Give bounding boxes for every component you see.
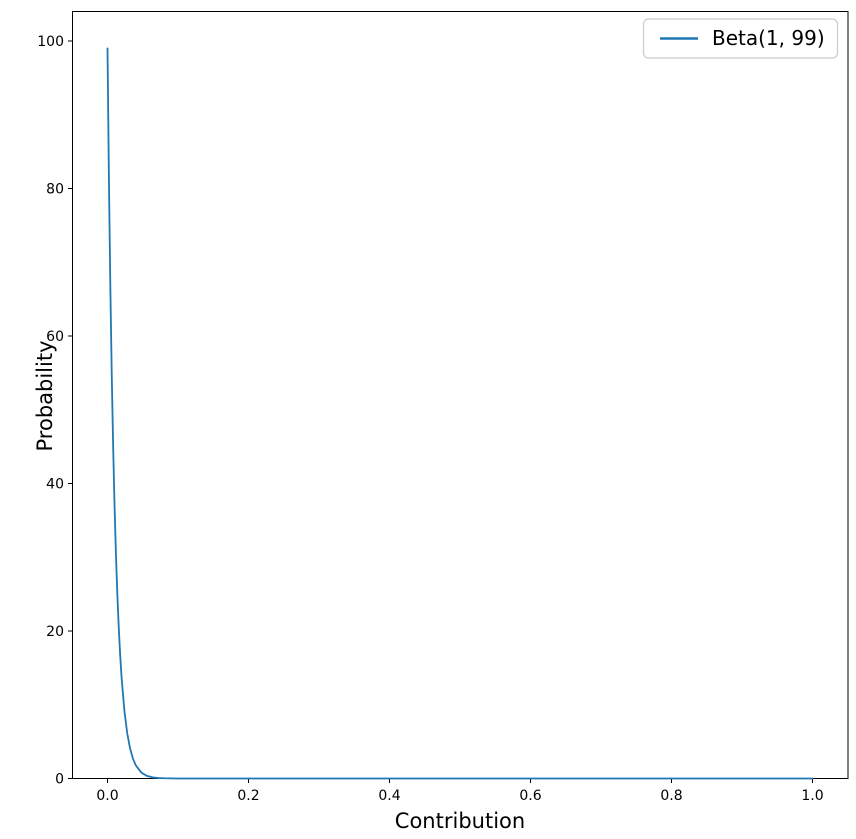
- x-tick-label: 0.0: [96, 788, 118, 804]
- x-tick-label: 0.8: [660, 788, 682, 804]
- y-tick-label: 60: [46, 329, 64, 345]
- legend-box: [642, 18, 839, 59]
- legend: Beta(1, 99): [642, 18, 839, 59]
- plot-area: [72, 11, 849, 779]
- y-axis-ticks: 0 20 40 60 80 100: [37, 34, 73, 788]
- y-tick-label: 40: [46, 477, 64, 493]
- y-tick-label: 0: [55, 772, 64, 788]
- x-tick-label: 0.4: [378, 788, 400, 804]
- beta-pdf-line: [106, 47, 814, 780]
- y-tick-label: 100: [37, 34, 64, 50]
- x-tick-label: 0.6: [519, 788, 541, 804]
- x-tick-label: 0.2: [237, 788, 259, 804]
- y-axis-label: Probability: [33, 340, 57, 451]
- legend-entry-label: Beta(1, 99): [712, 26, 825, 50]
- x-axis-ticks: 0.0 0.2 0.4 0.6 0.8 1.0: [96, 778, 824, 804]
- x-axis-label: Contribution: [395, 809, 525, 833]
- y-tick-label: 20: [46, 624, 64, 640]
- y-tick-label: 80: [46, 182, 64, 198]
- x-tick-label: 1.0: [801, 788, 823, 804]
